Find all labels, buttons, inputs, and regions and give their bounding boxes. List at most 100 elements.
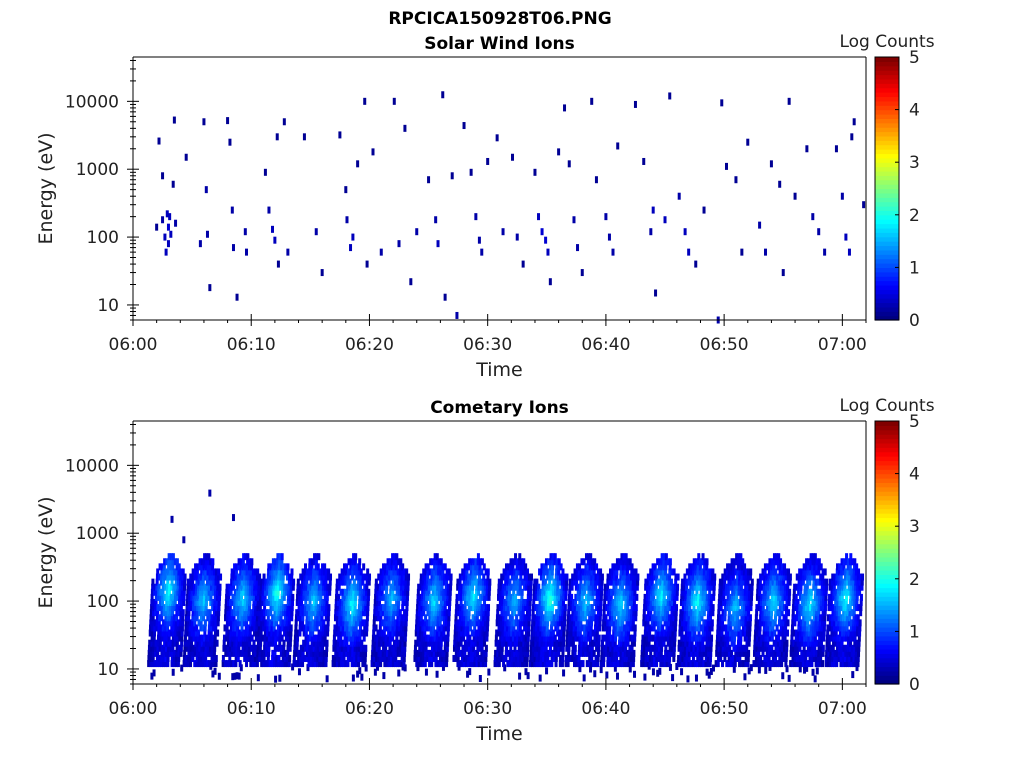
data-cell xyxy=(317,634,321,642)
data-cell xyxy=(562,583,566,591)
data-cell xyxy=(376,588,380,596)
data-cell xyxy=(756,654,760,662)
data-cell xyxy=(622,629,626,637)
data-cell xyxy=(293,639,297,647)
data-cell xyxy=(672,654,676,662)
data-cell xyxy=(585,619,589,627)
data-cell xyxy=(654,289,658,297)
data-cell xyxy=(443,573,447,581)
data-cell xyxy=(518,629,522,637)
data-cell xyxy=(660,598,664,606)
data-cell xyxy=(308,644,312,652)
data-cell xyxy=(504,563,508,571)
data-cell xyxy=(508,660,512,668)
data-cell xyxy=(243,228,247,236)
data-cell xyxy=(626,634,630,642)
data-cell xyxy=(632,573,636,581)
data-cell xyxy=(475,614,479,622)
data-cell xyxy=(456,583,460,591)
data-cell xyxy=(557,558,561,566)
data-cell xyxy=(401,588,405,596)
data-cell xyxy=(590,97,594,105)
data-cell xyxy=(681,644,685,652)
data-cell xyxy=(627,588,631,596)
data-cell xyxy=(703,634,707,642)
data-cell xyxy=(203,634,207,642)
data-cell xyxy=(606,624,610,632)
data-cell xyxy=(679,649,683,657)
data-cell xyxy=(182,660,186,668)
data-cell xyxy=(151,624,155,632)
data-cell xyxy=(728,634,732,642)
data-cell xyxy=(650,619,654,627)
data-cell xyxy=(351,604,355,612)
data-cell xyxy=(706,619,710,627)
data-cell xyxy=(677,654,681,662)
data-cell xyxy=(534,644,538,652)
data-cell xyxy=(591,629,595,637)
data-cell xyxy=(577,660,581,668)
data-cell xyxy=(344,609,348,617)
data-cell xyxy=(257,634,261,642)
data-cell xyxy=(474,563,478,571)
data-cell xyxy=(271,604,275,612)
data-cell xyxy=(150,629,154,637)
data-cell xyxy=(561,654,565,662)
data-cell xyxy=(197,573,201,581)
data-cell xyxy=(445,649,449,657)
data-cell xyxy=(731,583,735,591)
data-cell xyxy=(556,588,560,596)
data-cell xyxy=(503,588,507,596)
data-cell xyxy=(302,639,306,647)
data-cell xyxy=(689,660,693,668)
data-cell xyxy=(498,604,502,612)
data-cell xyxy=(553,593,557,601)
data-cell xyxy=(628,644,632,652)
data-cell xyxy=(424,598,428,606)
data-cell xyxy=(351,598,355,606)
data-cell xyxy=(204,568,208,576)
data-cell xyxy=(162,660,166,668)
data-cell xyxy=(245,654,249,662)
data-cell xyxy=(734,568,738,576)
data-cell xyxy=(740,568,744,576)
data-cell xyxy=(732,634,736,642)
data-cell xyxy=(212,583,216,591)
data-cell xyxy=(271,649,275,657)
data-cell xyxy=(673,593,677,601)
data-cell xyxy=(176,619,180,627)
data-cell xyxy=(259,588,263,596)
data-cell xyxy=(171,593,175,601)
data-cell xyxy=(735,583,739,591)
data-cell xyxy=(690,563,694,571)
data-cell xyxy=(446,624,450,632)
data-cell xyxy=(400,573,404,581)
data-cell xyxy=(234,660,238,668)
data-cell xyxy=(667,619,671,627)
data-cell xyxy=(439,604,443,612)
data-cell xyxy=(756,660,760,668)
data-cell xyxy=(279,578,283,586)
data-cell xyxy=(657,609,661,617)
colorbar-segment xyxy=(875,65,899,71)
data-cell xyxy=(328,583,332,591)
data-cell xyxy=(646,588,650,596)
data-cell xyxy=(530,629,534,637)
data-cell xyxy=(621,614,625,622)
data-cell xyxy=(686,639,690,647)
data-cell xyxy=(206,614,210,622)
data-cell xyxy=(356,160,360,168)
data-cell xyxy=(299,573,303,581)
data-cell xyxy=(259,639,263,647)
data-cell xyxy=(394,573,398,581)
data-cell xyxy=(662,604,666,612)
data-cell xyxy=(620,588,624,596)
data-cell xyxy=(655,614,659,622)
data-cell xyxy=(763,573,767,581)
data-cell xyxy=(443,644,447,652)
data-cell xyxy=(602,619,606,627)
data-cell xyxy=(320,619,324,627)
data-cell xyxy=(561,614,565,622)
data-cell xyxy=(529,588,533,596)
data-cell xyxy=(256,598,260,606)
